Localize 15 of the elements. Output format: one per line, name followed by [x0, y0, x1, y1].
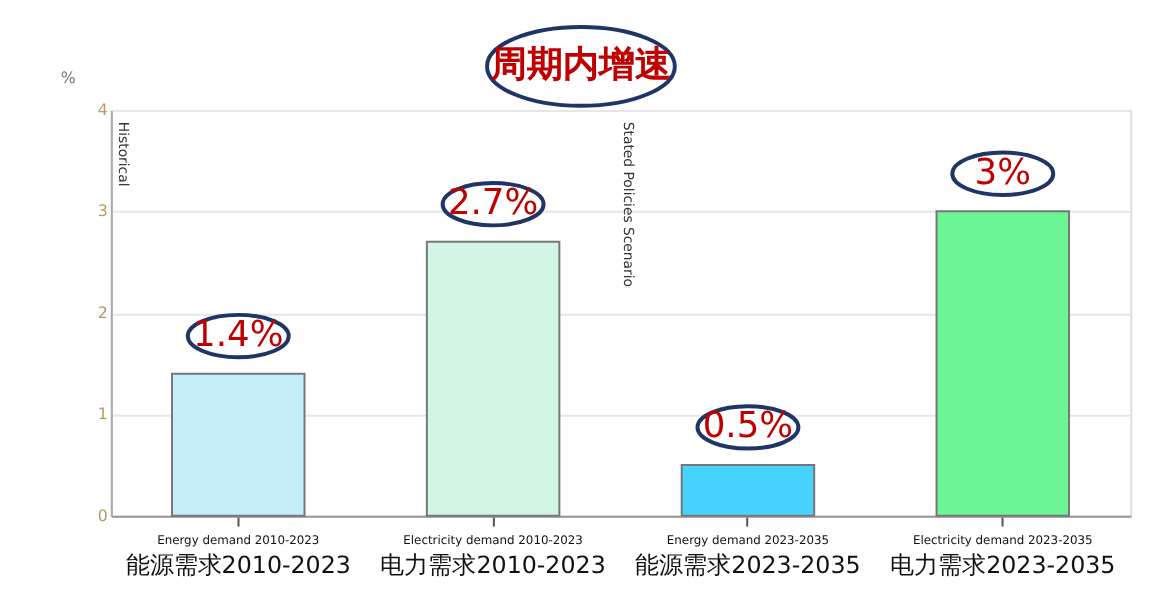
data-label: 3%	[974, 151, 1032, 194]
bar	[171, 372, 306, 517]
data-label: 2.7%	[447, 182, 539, 225]
y-tick-label: 0	[97, 506, 108, 525]
chart-title: 周期内增速	[488, 44, 671, 87]
bar	[935, 210, 1071, 517]
y-tick-label: 4	[97, 100, 108, 119]
bar	[680, 463, 816, 517]
y-axis-title: %	[60, 69, 77, 88]
y-tick-label: 2	[97, 303, 108, 322]
y-tick-label: 1	[97, 405, 108, 424]
data-label: 0.5%	[702, 405, 794, 448]
data-label: 1.4%	[193, 313, 284, 356]
y-tick-label: 3	[97, 202, 108, 221]
bar	[425, 240, 561, 517]
